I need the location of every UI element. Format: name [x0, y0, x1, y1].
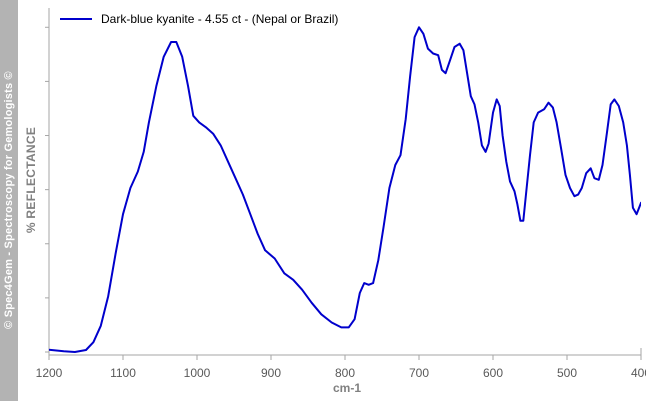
x-tick-label: 1200 [36, 366, 63, 380]
x-axis-title: cm-1 [333, 381, 361, 395]
x-tick-label: 800 [335, 366, 355, 380]
x-tick-label: 1100 [110, 366, 136, 380]
x-tick-label: 600 [483, 366, 503, 380]
x-tick-label: 400 [631, 366, 646, 380]
spectrum-line [49, 26, 641, 353]
x-tick-label: 900 [261, 366, 281, 380]
copyright-sidebar: © Spec4Gem - Spectroscopy for Gemologist… [0, 0, 18, 401]
x-tick-label: 1000 [184, 366, 211, 380]
x-tick-label: 700 [409, 366, 429, 380]
legend-label: Dark-blue kyanite - 4.55 ct - (Nepal or … [101, 12, 338, 26]
x-tick-label: 500 [557, 366, 577, 380]
